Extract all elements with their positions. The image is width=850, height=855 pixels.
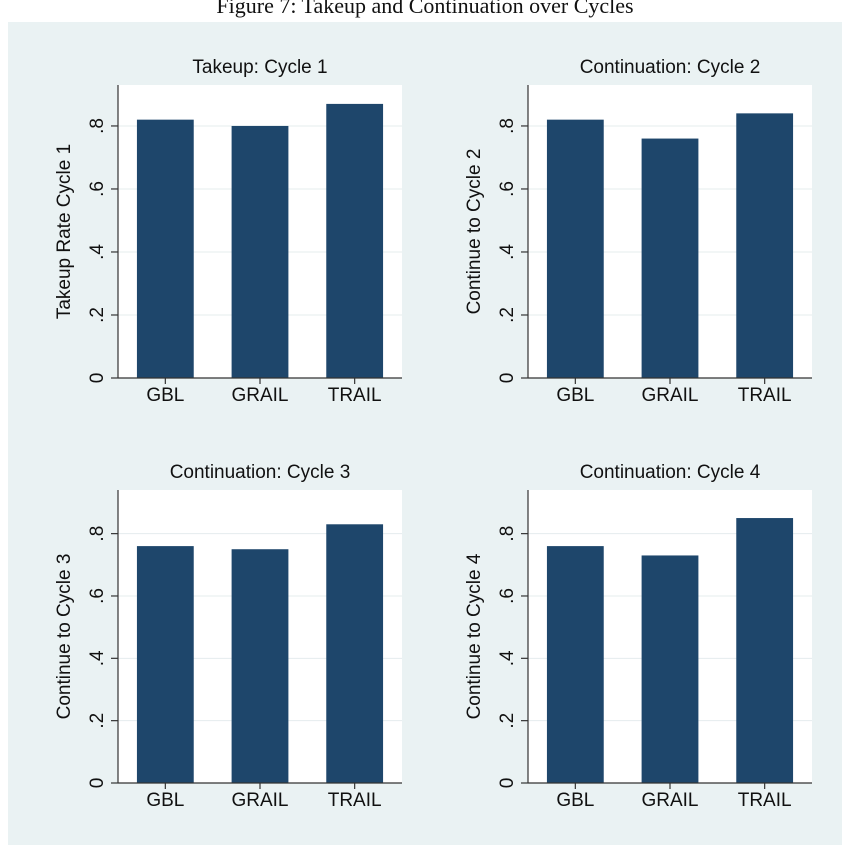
y-tick-label: .4 <box>497 244 518 260</box>
y-tick-label: .2 <box>87 307 108 323</box>
x-tick-label: GRAIL <box>231 790 288 811</box>
y-tick-label: .6 <box>497 181 518 197</box>
chart-title: Continuation: Cycle 4 <box>580 462 761 483</box>
x-tick-label: TRAIL <box>738 790 792 811</box>
y-tick-label: 0 <box>87 778 108 789</box>
x-tick-label: TRAIL <box>328 385 382 406</box>
bar <box>136 119 194 378</box>
x-tick-label: GRAIL <box>231 385 288 406</box>
y-tick-label: .6 <box>497 588 518 604</box>
x-tick-label: GBL <box>556 790 594 811</box>
y-axis-title: Continue to Cycle 2 <box>464 149 485 315</box>
y-tick-label: .8 <box>87 118 108 134</box>
bar <box>326 103 384 378</box>
y-axis-title: Takeup Rate Cycle 1 <box>54 144 75 319</box>
bar <box>231 549 289 783</box>
x-tick-label: GRAIL <box>641 790 698 811</box>
y-axis-title: Continue to Cycle 3 <box>54 554 75 720</box>
x-tick-label: GBL <box>556 385 594 406</box>
y-tick-label: .8 <box>497 526 518 542</box>
y-tick-label: .8 <box>497 118 518 134</box>
x-tick-label: TRAIL <box>328 790 382 811</box>
bar <box>326 524 384 783</box>
bar <box>641 555 699 783</box>
y-tick-label: .4 <box>87 650 108 666</box>
chart-title: Continuation: Cycle 3 <box>170 462 351 483</box>
y-tick-label: 0 <box>497 778 518 789</box>
figure-title: Figure 7: Takeup and Continuation over C… <box>216 0 633 18</box>
x-tick-label: TRAIL <box>738 385 792 406</box>
y-tick-label: .6 <box>87 588 108 604</box>
bar <box>136 546 194 783</box>
y-axis-title: Continue to Cycle 4 <box>464 553 485 719</box>
y-tick-label: 0 <box>87 373 108 384</box>
y-tick-label: .6 <box>87 181 108 197</box>
bar <box>231 125 289 378</box>
chart-title: Takeup: Cycle 1 <box>192 57 327 78</box>
x-tick-label: GBL <box>146 790 184 811</box>
y-tick-label: .2 <box>87 713 108 729</box>
x-tick-label: GRAIL <box>641 385 698 406</box>
bar <box>546 119 604 378</box>
y-tick-label: .2 <box>497 307 518 323</box>
chart-title: Continuation: Cycle 2 <box>580 57 761 78</box>
bar <box>641 138 699 378</box>
y-tick-label: 0 <box>497 373 518 384</box>
bar <box>736 518 794 783</box>
y-tick-label: .4 <box>87 244 108 260</box>
y-tick-label: .2 <box>497 713 518 729</box>
y-tick-label: .4 <box>497 650 518 666</box>
bar <box>546 546 604 783</box>
y-tick-label: .8 <box>87 526 108 542</box>
x-tick-label: GBL <box>146 385 184 406</box>
bar <box>736 113 794 379</box>
